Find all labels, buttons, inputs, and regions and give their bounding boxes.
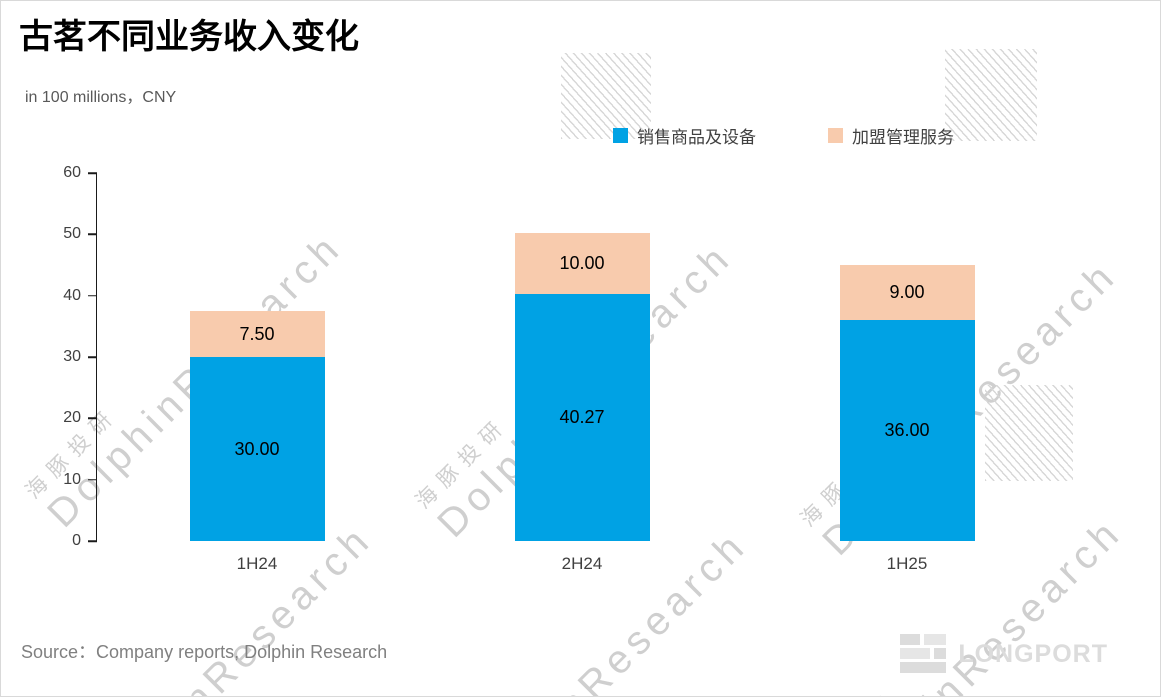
longport-logo-text: LONGPORT: [958, 639, 1108, 668]
y-axis-tick-label: 10: [63, 470, 81, 488]
bar-segment: 30.00: [189, 357, 325, 541]
plot-area: 30.00 7.50 1H24 40.27 10.00 2H24 36.00 9.00 1H25: [88, 172, 1106, 573]
axis-tick-mark: [88, 356, 97, 358]
x-axis-label: 1H24: [236, 554, 278, 573]
y-axis-tick-label: 0: [72, 532, 81, 549]
legend-label: 销售商品及设备: [637, 128, 756, 147]
axis-tick-mark: [88, 233, 97, 236]
y-axis-tick-label: 60: [63, 164, 81, 181]
bar-value-label: 9.00: [889, 282, 925, 303]
source-note: Source：Company reports, Dolphin Research: [21, 642, 388, 662]
x-axis-label: 2H24: [561, 554, 603, 573]
legend-swatch: [613, 128, 628, 143]
legend-item: 加盟管理服务: [828, 123, 954, 148]
y-axis-labels: 0 10 20 30 40 50 60: [19, 164, 81, 549]
longport-blocks-icon: [900, 634, 947, 673]
axis-tick-mark: [88, 294, 97, 297]
legend: 销售商品及设备 加盟管理服务: [613, 123, 954, 148]
bar-segment: 10.00: [514, 232, 650, 295]
longport-logo: LONGPORT: [900, 634, 1108, 674]
axis-tick-mark: [88, 540, 97, 542]
legend-swatch: [828, 128, 843, 143]
y-axis-tick-label: 40: [63, 286, 81, 304]
legend-item: 销售商品及设备: [613, 123, 756, 148]
x-axis-label: 1H25: [886, 554, 928, 573]
bar-segment: 7.50: [189, 311, 325, 357]
y-axis-tick-label: 50: [63, 225, 81, 243]
bar-value-label: 40.27: [559, 407, 605, 427]
bar-value-label: 10.00: [559, 252, 605, 273]
legend-label: 加盟管理服务: [852, 128, 954, 147]
bar-value-label: 7.50: [239, 323, 275, 344]
bar-value-label: 30.00: [234, 438, 280, 459]
chart-units-subtitle: in 100 millions，CNY: [25, 89, 177, 106]
axis-tick-mark: [88, 417, 97, 420]
bar-segment: 9.00: [839, 265, 975, 321]
page-title: 古茗不同业务收入变化: [19, 18, 359, 56]
bar-value-label: 36.00: [884, 420, 930, 441]
y-axis-tick-label: 20: [63, 409, 81, 427]
y-axis-tick-label: 30: [63, 348, 81, 365]
axis-tick-mark: [88, 172, 97, 174]
axis-tick-mark: [88, 478, 97, 481]
bar-segment: 40.27: [514, 294, 650, 541]
bar-segment: 36.00: [839, 320, 975, 541]
